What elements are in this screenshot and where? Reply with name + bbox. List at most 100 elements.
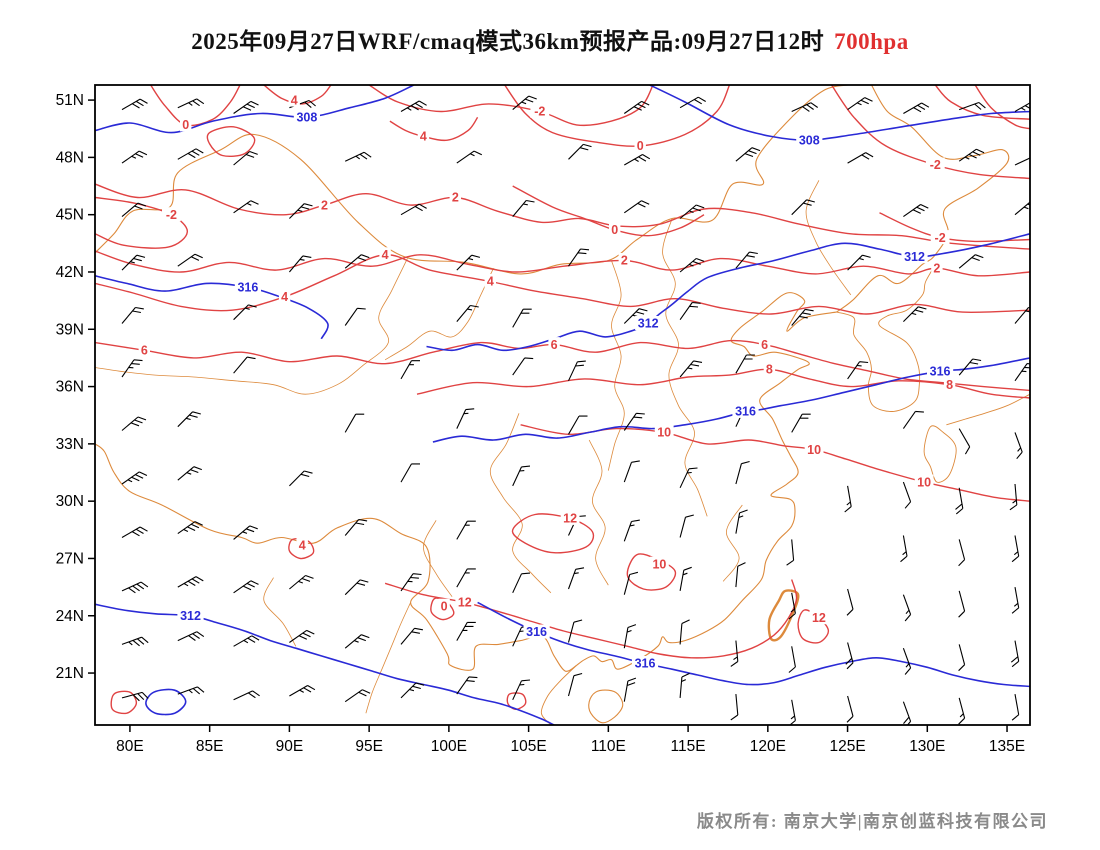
wind-barb: [791, 199, 815, 216]
province-yunnan-west: [422, 520, 453, 597]
wind-barb: [679, 467, 698, 489]
wind-barb: [568, 415, 588, 435]
wind-barb: [791, 308, 814, 326]
contour-label: 10: [657, 426, 671, 440]
contour-label-bg: [943, 377, 956, 392]
contour-label-bg: [930, 230, 950, 245]
axes-layer: 51N 48N 45N 42N 39N 36N 33N 30N 27N 24N 21N 80E 85E 9…: [56, 84, 1031, 755]
wind-barb: [233, 150, 258, 166]
wind-barb: [344, 307, 366, 326]
lon-tick-label: 130E: [909, 738, 945, 755]
wind-barb: [958, 148, 985, 162]
lat-tick-label: 24N: [56, 608, 84, 625]
wind-barb: [845, 642, 854, 670]
lat-tick-label: 45N: [56, 207, 84, 224]
wind-barb: [847, 254, 871, 271]
contour-label-bg: [796, 132, 823, 147]
lat-tick-label: 36N: [56, 379, 84, 396]
lat-tick-label: 33N: [56, 436, 84, 453]
wind-barb: [903, 204, 929, 218]
wind-barb: [400, 360, 420, 380]
wind-barb: [344, 151, 372, 162]
hainan-island: [588, 689, 624, 724]
lon-tick-label: 100E: [431, 738, 467, 755]
wind-barb: [400, 100, 427, 112]
map-border: [94, 84, 1031, 726]
contour-label-bg: [293, 109, 320, 124]
wind-barb: [400, 682, 425, 699]
wind-barb: [121, 306, 144, 324]
wind-barb: [456, 568, 476, 588]
lon-tick-label: 120E: [750, 738, 786, 755]
wind-barb: [512, 308, 532, 328]
japan-kyushu: [923, 425, 957, 483]
province-hebei-henan: [662, 218, 708, 517]
lat-tick-label: 42N: [56, 264, 84, 281]
wind-barb: [456, 520, 476, 540]
lat-tick-label: 51N: [56, 92, 84, 109]
wind-barb: [177, 466, 202, 481]
wind-barb: [903, 102, 930, 114]
wind-barb: [512, 572, 531, 594]
wind-barb: [735, 562, 746, 588]
contour-label-bg: [758, 337, 771, 352]
contour-label-bg: [288, 92, 300, 107]
contour-label-bg: [634, 138, 646, 153]
contour-label: 4: [487, 275, 494, 289]
wind-barb: [735, 147, 761, 162]
china-coastline: [576, 292, 837, 670]
contour-label: 312: [638, 317, 659, 331]
height-contours-line: [95, 603, 555, 725]
contour-label: 8: [766, 363, 773, 377]
wind-barb: [902, 648, 912, 675]
wind-barb: [121, 581, 149, 594]
wind-barb: [567, 619, 583, 643]
wind-barb: [1010, 640, 1020, 668]
wind-barb: [512, 199, 535, 217]
wind-barb: [344, 579, 369, 596]
wind-barb: [344, 689, 371, 703]
contour-label-bg: [449, 190, 461, 204]
wind-barb: [788, 592, 796, 620]
contour-label-bg: [914, 474, 934, 489]
contour-label: -2: [935, 231, 946, 245]
wind-barb: [289, 685, 316, 697]
temperature-contours-line: [206, 125, 256, 158]
contour-label: 4: [420, 130, 427, 144]
wind-barb: [623, 412, 645, 431]
wind-barb: [623, 200, 650, 214]
wind-barb: [121, 202, 147, 218]
wind-barb: [177, 98, 205, 109]
contour-label-bg: [609, 222, 621, 237]
lon-tick-label: 90E: [276, 738, 304, 755]
contour-label: 0: [182, 118, 189, 132]
contour-label-bg: [484, 274, 496, 288]
wind-barb: [847, 152, 874, 164]
contour-label: 10: [917, 475, 931, 489]
temperature-contours-line: [520, 424, 1030, 502]
wind-barb: [121, 636, 149, 647]
wind-barb: [177, 148, 204, 160]
wind-barb: [902, 410, 924, 429]
wind-barb: [121, 526, 148, 538]
wind-barb: [1009, 483, 1018, 511]
contour-label: 312: [904, 250, 925, 264]
contour-label: 2: [621, 254, 628, 268]
lon-tick-label: 105E: [511, 738, 547, 755]
province-fujian: [722, 504, 743, 582]
wind-barb: [121, 359, 143, 378]
contour-label: 0: [611, 223, 618, 237]
chart-title-text: 2025年09月27日WRF/cmaq模式36km预报产品:09月27日12时: [191, 29, 825, 54]
wind-barb: [400, 203, 427, 216]
temperature-contours-line: [506, 692, 527, 711]
wind-barb: [900, 535, 908, 563]
wind-barb: [735, 509, 748, 534]
wind-barb: [1014, 102, 1030, 112]
wind-barb: [730, 694, 739, 721]
wind-barb: [1011, 587, 1020, 614]
wind-barb: [344, 518, 368, 536]
wind-barb: [121, 691, 149, 702]
contour-label: 8: [946, 378, 953, 392]
temperature-contours-line: [934, 85, 1030, 120]
